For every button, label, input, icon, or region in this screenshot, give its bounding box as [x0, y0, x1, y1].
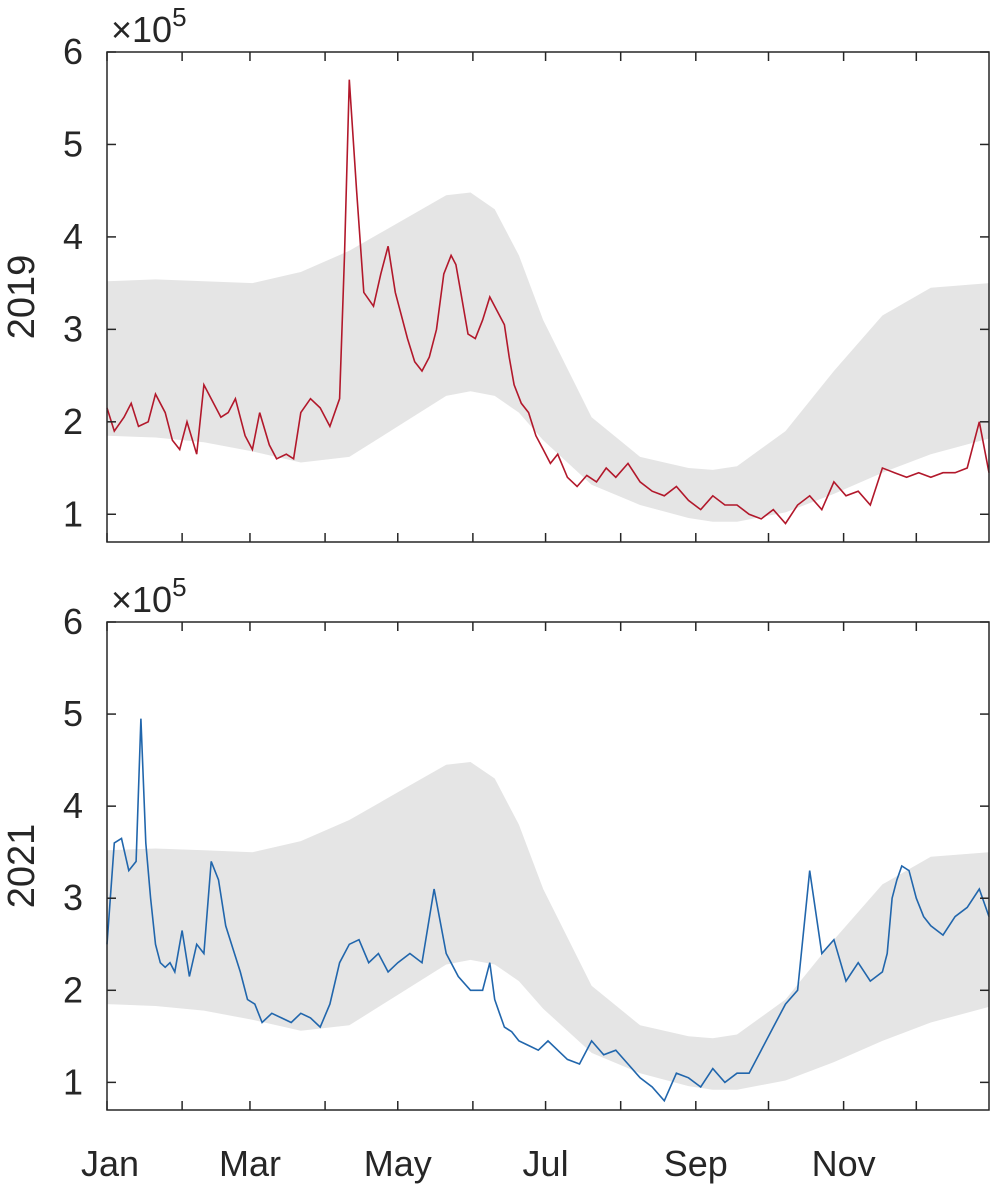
y-exponent-label: ×105 [111, 572, 187, 620]
y-tick-label: 6 [63, 31, 83, 72]
exponent-power: 5 [172, 572, 186, 602]
series-line-2021 [106, 718, 990, 1103]
y-exponent-label: ×105 [111, 2, 187, 50]
y-tick-label: 5 [63, 123, 83, 164]
x-tick-label: Mar [219, 1143, 281, 1184]
y-tick-label: 2 [63, 401, 83, 442]
y-tick-label: 2 [63, 969, 83, 1010]
reference-band [107, 192, 989, 522]
series-line-2019 [106, 79, 990, 525]
y-tick-label: 1 [63, 493, 83, 534]
y-tick-label: 1 [63, 1061, 83, 1102]
y-axis-ticks: 1 2 3 4 5 6 [63, 31, 989, 534]
x-tick-label: Jul [523, 1143, 569, 1184]
x-tick-label: May [364, 1143, 432, 1184]
y-tick-label: 5 [63, 693, 83, 734]
y-tick-label: 4 [63, 216, 83, 257]
axes-frame [106, 51, 990, 543]
y-axis-ticks: 1 2 3 4 5 6 [63, 601, 989, 1102]
x-tick-label: Jan [81, 1143, 139, 1184]
x-tick-label: Sep [664, 1143, 728, 1184]
y-tick-label: 4 [63, 785, 83, 826]
y-axis-label: 2019 [1, 255, 43, 340]
x-axis-ticks: Jan Mar May Jul Sep Nov [81, 622, 918, 1184]
exponent-base: ×10 [111, 579, 172, 620]
x-tick-label: Nov [812, 1143, 876, 1184]
y-tick-label: 6 [63, 601, 83, 642]
y-axis-label: 2021 [1, 824, 43, 909]
axes-frame [106, 621, 990, 1111]
y-tick-label: 3 [63, 308, 83, 349]
y-tick-label: 3 [63, 877, 83, 918]
exponent-power: 5 [172, 2, 186, 32]
exponent-base: ×10 [111, 9, 172, 50]
